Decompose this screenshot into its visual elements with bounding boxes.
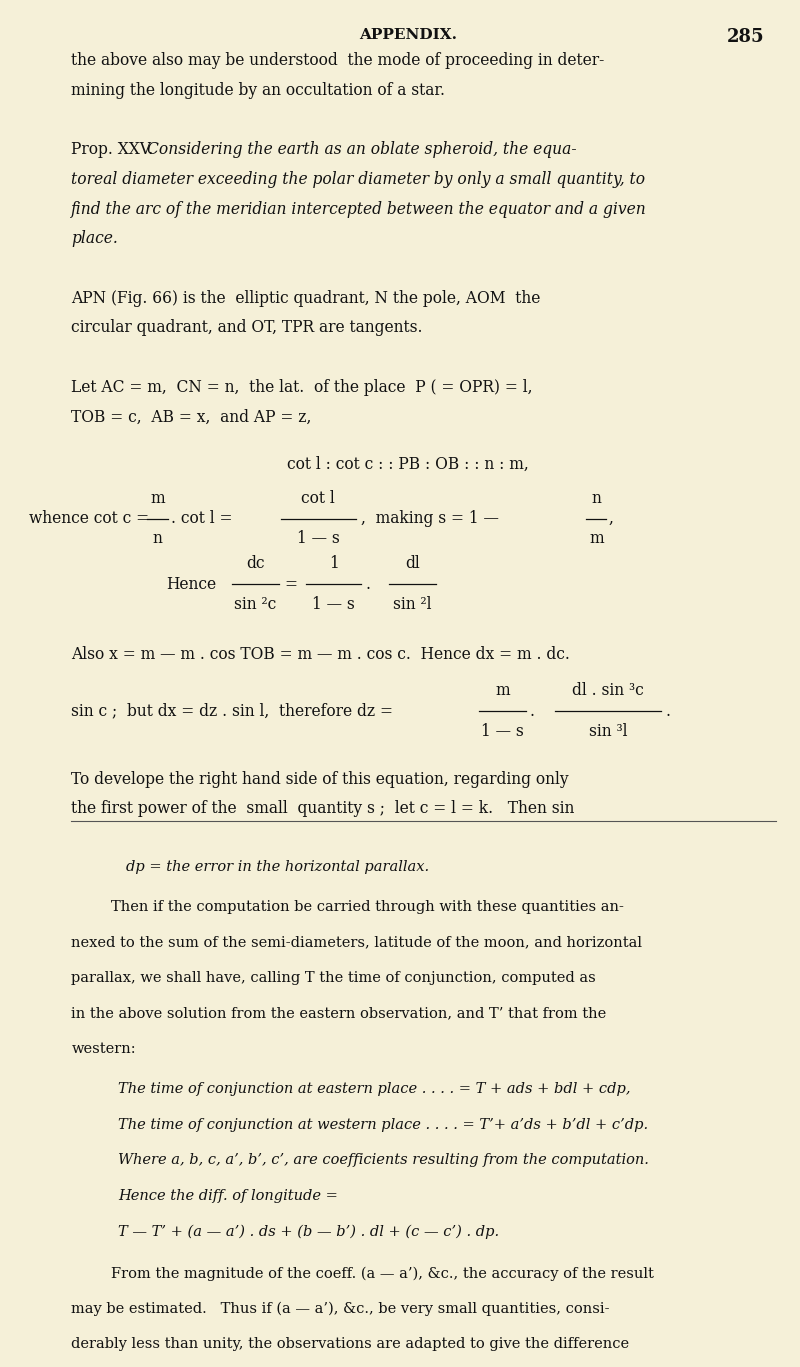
- Text: m: m: [495, 682, 510, 700]
- Text: ,: ,: [609, 510, 614, 528]
- Text: dp = the error in the horizontal parallax.: dp = the error in the horizontal paralla…: [126, 860, 430, 874]
- Text: 1 — s: 1 — s: [481, 723, 524, 740]
- Text: the first power of the  small  quantity s ;  let c = l = k.   Then sin: the first power of the small quantity s …: [71, 800, 574, 817]
- Text: cot l : cot c : : PB : OB : : n : m,: cot l : cot c : : PB : OB : : n : m,: [287, 457, 529, 473]
- Text: n: n: [153, 530, 162, 547]
- Text: Let AC = m,  CN = n,  the lat.  of the place  P ( = OPR) = l,: Let AC = m, CN = n, the lat. of the plac…: [71, 379, 533, 396]
- Text: Prop. XXV.: Prop. XXV.: [71, 141, 154, 159]
- Text: find the arc of the meridian intercepted between the equator and a given: find the arc of the meridian intercepted…: [71, 201, 647, 217]
- Text: .: .: [365, 576, 370, 593]
- Text: Also x = m — m . cos TOB = m — m . cos c.  Hence dx = m . dc.: Also x = m — m . cos TOB = m — m . cos c…: [71, 645, 570, 663]
- Text: Considering the earth as an oblate spheroid, the equa-: Considering the earth as an oblate spher…: [147, 141, 577, 159]
- Text: TOB = c,  AB = x,  and AP = z,: TOB = c, AB = x, and AP = z,: [71, 409, 312, 425]
- Text: cot l: cot l: [302, 491, 335, 507]
- Text: 285: 285: [727, 27, 765, 46]
- Text: 1 — s: 1 — s: [297, 530, 339, 547]
- Text: APPENDIX.: APPENDIX.: [359, 27, 458, 42]
- Text: parallax, we shall have, calling T the time of conjunction, computed as: parallax, we shall have, calling T the t…: [71, 971, 596, 984]
- Text: may be estimated.   Thus if (a — a’), &c., be very small quantities, consi-: may be estimated. Thus if (a — a’), &c.,…: [71, 1301, 610, 1316]
- Text: Then if the computation be carried through with these quantities an-: Then if the computation be carried throu…: [110, 899, 623, 913]
- Text: The time of conjunction at western place . . . . = T’+ a’ds + b’dl + c’dp.: The time of conjunction at western place…: [118, 1118, 649, 1132]
- Text: Hence: Hence: [166, 576, 216, 593]
- Text: 1 — s: 1 — s: [313, 596, 355, 612]
- Text: To develope the right hand side of this equation, regarding only: To develope the right hand side of this …: [71, 771, 569, 787]
- Text: the above also may be understood  the mode of proceeding in deter-: the above also may be understood the mod…: [71, 52, 605, 70]
- Text: western:: western:: [71, 1042, 136, 1057]
- Text: whence cot c =: whence cot c =: [29, 510, 154, 528]
- Text: . cot l =: . cot l =: [171, 510, 238, 528]
- Text: Hence the diff. of longitude =: Hence the diff. of longitude =: [118, 1189, 338, 1203]
- Text: .: .: [530, 703, 534, 719]
- Text: sin ²l: sin ²l: [393, 596, 431, 612]
- Text: in the above solution from the eastern observation, and T’ that from the: in the above solution from the eastern o…: [71, 1006, 606, 1021]
- Text: Where a, b, c, a’, b’, c’, are coefficients resulting from the computation.: Where a, b, c, a’, b’, c’, are coefficie…: [118, 1154, 650, 1167]
- Text: place.: place.: [71, 231, 118, 247]
- Text: ,  making s = 1 —: , making s = 1 —: [362, 510, 504, 528]
- Text: The time of conjunction at eastern place . . . . = T + ads + bdl + cdp,: The time of conjunction at eastern place…: [118, 1083, 631, 1096]
- Text: .: .: [666, 703, 670, 719]
- Text: dc: dc: [246, 555, 265, 573]
- Text: mining the longitude by an occultation of a star.: mining the longitude by an occultation o…: [71, 82, 446, 98]
- Text: derably less than unity, the observations are adapted to give the difference: derably less than unity, the observation…: [71, 1337, 630, 1352]
- Text: From the magnitude of the coeff. (a — a’), &c., the accuracy of the result: From the magnitude of the coeff. (a — a’…: [110, 1266, 654, 1281]
- Text: n: n: [591, 491, 602, 507]
- Text: sin ²c: sin ²c: [234, 596, 277, 612]
- Text: dl . sin ³c: dl . sin ³c: [572, 682, 644, 700]
- Text: sin ³l: sin ³l: [589, 723, 627, 740]
- Text: =: =: [285, 576, 298, 593]
- Text: dl: dl: [405, 555, 419, 573]
- Text: APN (Fig. 66) is the  elliptic quadrant, N the pole, AOM  the: APN (Fig. 66) is the elliptic quadrant, …: [71, 290, 541, 306]
- Text: 1: 1: [329, 555, 338, 573]
- Text: sin c ;  but dx = dz . sin l,  therefore dz =: sin c ; but dx = dz . sin l, therefore d…: [71, 703, 398, 719]
- Text: toreal diameter exceeding the polar diameter by only a small quantity, to: toreal diameter exceeding the polar diam…: [71, 171, 646, 189]
- Text: T — T’ + (a — a’) . ds + (b — b’) . dl + (c — c’) . dp.: T — T’ + (a — a’) . ds + (b — b’) . dl +…: [118, 1225, 499, 1239]
- Text: m: m: [589, 530, 604, 547]
- Text: circular quadrant, and OT, TPR are tangents.: circular quadrant, and OT, TPR are tange…: [71, 320, 423, 336]
- Text: nexed to the sum of the semi-diameters, latitude of the moon, and horizontal: nexed to the sum of the semi-diameters, …: [71, 935, 642, 949]
- Text: m: m: [150, 491, 165, 507]
